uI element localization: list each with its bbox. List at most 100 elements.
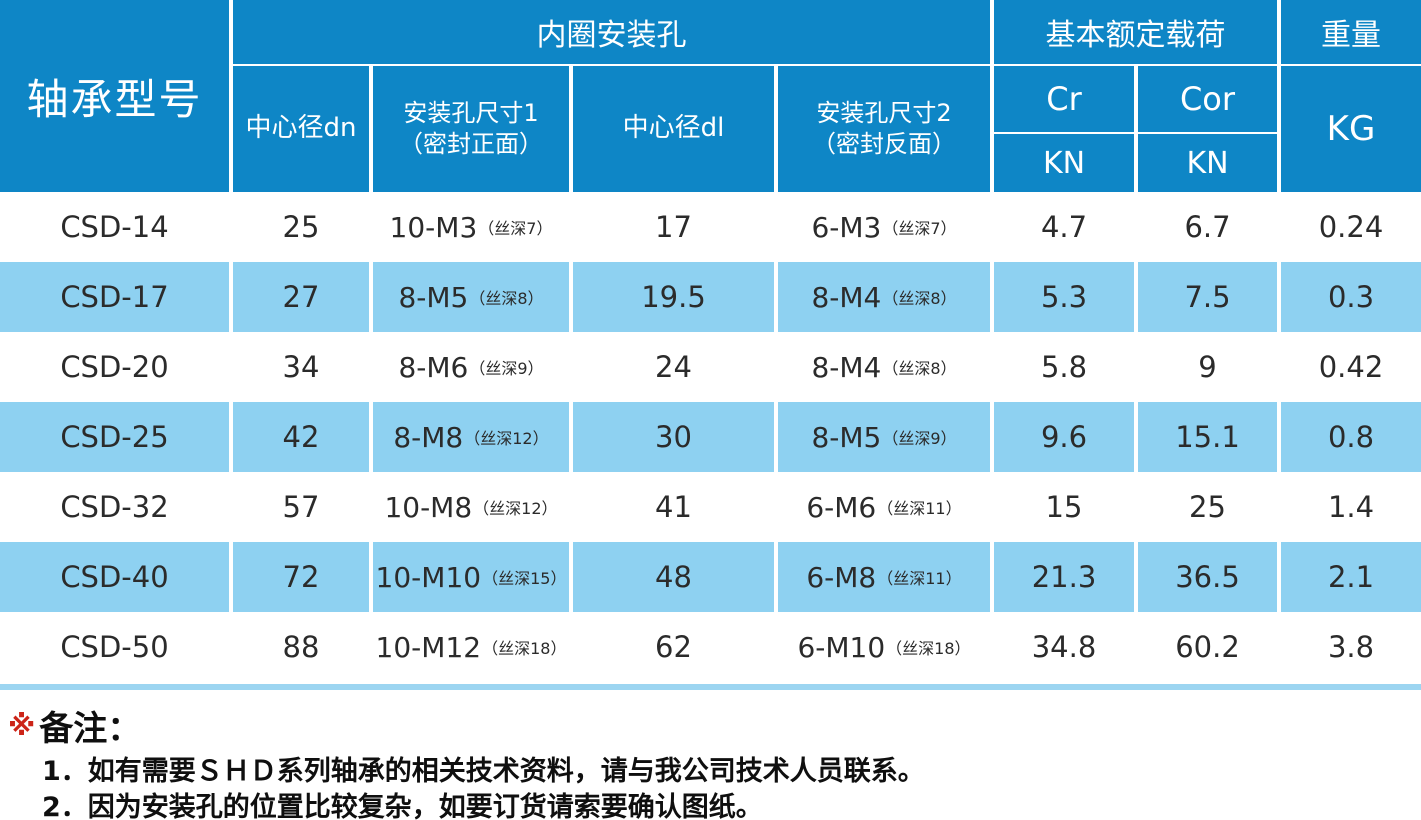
cell-hole-size1: 8-M5 （丝深8） bbox=[373, 262, 569, 332]
cell-hole-size1: 10-M10 （丝深15） bbox=[373, 542, 569, 612]
cell-hole-size2: 8-M5 （丝深9） bbox=[778, 402, 990, 472]
cell-center-dia-dl: 62 bbox=[655, 630, 692, 664]
cell-weight-kg: 1.4 bbox=[1327, 490, 1375, 524]
cell-cr-kn: 5.3 bbox=[994, 262, 1134, 332]
cell-center-dia-dn: 27 bbox=[233, 262, 369, 332]
table-bottom-divider bbox=[0, 684, 1421, 690]
hole-size1-value: 8-M8 bbox=[393, 420, 464, 454]
hole-size2-depth-note: （丝深18） bbox=[886, 639, 971, 658]
header-inner-ring-holes-label: 内圈安装孔 bbox=[233, 0, 990, 64]
hole-size1-value: 10-M10 bbox=[375, 560, 482, 594]
cell-cr-kn: 15 bbox=[1045, 490, 1083, 524]
header-hole-size2: 安装孔尺寸2 （密封反面） bbox=[778, 66, 990, 192]
header-group-weight: 重量 KG bbox=[1281, 0, 1421, 192]
hole-size1-depth-note: （丝深12） bbox=[464, 429, 549, 448]
cell-center-dia-dn: 25 bbox=[282, 210, 320, 244]
cell-center-dia-dn: 42 bbox=[233, 402, 369, 472]
header-bearing-model: 轴承型号 bbox=[0, 0, 229, 192]
hole-size2-depth-note: （丝深7） bbox=[882, 219, 957, 238]
cell-center-dia-dl: 17 bbox=[655, 210, 692, 244]
header-center-dia-dl: 中心径dl bbox=[573, 66, 774, 192]
cell-model: CSD-20 bbox=[60, 350, 169, 384]
table-body: CSD-14 25 10-M3 （丝深7） 17 6-M3 （丝深7） 4.7 … bbox=[0, 192, 1421, 682]
hole-size1-depth-note: （丝深12） bbox=[473, 499, 558, 518]
header-cor-label: Cor bbox=[1138, 66, 1277, 132]
cell-cr-kn: 4.7 bbox=[1040, 210, 1088, 244]
cell-cr-kn: 34.8 bbox=[1031, 630, 1097, 664]
hole-size1-depth-note: （丝深8） bbox=[469, 289, 544, 308]
hole-size2-value: 6-M6 bbox=[806, 490, 877, 524]
cell-hole-size2: 6-M6 （丝深11） bbox=[778, 472, 990, 542]
header-hole-size1: 安装孔尺寸1 （密封正面） bbox=[373, 66, 569, 192]
hole-size1-depth-note: （丝深18） bbox=[482, 639, 567, 658]
notes-section: ※ 备注： 1．如有需要ＳＨＤ系列轴承的相关技术资料，请与我公司技术人员联系。 … bbox=[0, 690, 1421, 820]
cell-center-dia-dl: 41 bbox=[655, 490, 692, 524]
header-hole-size2-line2: （密封反面） bbox=[812, 130, 956, 158]
cell-hole-size1: 10-M12 （丝深18） bbox=[373, 612, 569, 682]
cell-hole-size2: 6-M8 （丝深11） bbox=[778, 542, 990, 612]
cell-center-dia-dn: 34 bbox=[282, 350, 320, 384]
note-item-1: 1．如有需要ＳＨＤ系列轴承的相关技术资料，请与我公司技术人员联系。 bbox=[42, 756, 925, 787]
hole-size2-value: 6-M8 bbox=[806, 560, 877, 594]
cell-model: CSD-25 bbox=[0, 402, 229, 472]
reference-mark: ※ bbox=[8, 708, 36, 742]
hole-size1-depth-note: （丝深15） bbox=[482, 569, 567, 588]
cell-center-dia-dl: 30 bbox=[573, 402, 774, 472]
table-header: 轴承型号 内圈安装孔 中心径dn 安装孔尺寸1 （密封正面） 中心径dl 安装孔… bbox=[0, 0, 1421, 192]
header-rated-load-label: 基本额定载荷 bbox=[994, 0, 1277, 64]
header-weight-unit: KG bbox=[1281, 66, 1421, 192]
cell-hole-size1: 10-M8 （丝深12） bbox=[373, 472, 569, 542]
notes-title-text: 备注： bbox=[39, 708, 142, 749]
table-row: CSD-17 27 8-M5 （丝深8） 19.5 8-M4 （丝深8） 5.3… bbox=[0, 262, 1421, 332]
notes-list: 1．如有需要ＳＨＤ系列轴承的相关技术资料，请与我公司技术人员联系。 2．因为安装… bbox=[8, 754, 1411, 820]
cell-weight-kg: 3.8 bbox=[1327, 630, 1375, 664]
table-row: CSD-32 57 10-M8 （丝深12） 41 6-M6 （丝深11） 15… bbox=[0, 472, 1421, 542]
cell-model: CSD-50 bbox=[60, 630, 169, 664]
cell-cr-kn: 21.3 bbox=[994, 542, 1134, 612]
cell-cor-kn: 7.5 bbox=[1138, 262, 1277, 332]
header-hole-size1-line2: （密封正面） bbox=[399, 130, 543, 158]
hole-size2-value: 8-M4 bbox=[811, 350, 882, 384]
cell-hole-size1: 8-M6 （丝深9） bbox=[373, 332, 569, 402]
cell-weight-kg: 0.3 bbox=[1281, 262, 1421, 332]
header-cor-column: Cor KN bbox=[1138, 66, 1277, 192]
table-row: CSD-50 88 10-M12 （丝深18） 62 6-M10 （丝深18） … bbox=[0, 612, 1421, 682]
cell-cr-kn: 5.8 bbox=[1040, 350, 1088, 384]
cell-model: CSD-40 bbox=[0, 542, 229, 612]
header-cr-column: Cr KN bbox=[994, 66, 1134, 192]
cell-cor-kn: 36.5 bbox=[1138, 542, 1277, 612]
header-cor-unit: KN bbox=[1138, 134, 1277, 192]
hole-size2-value: 6-M3 bbox=[811, 210, 882, 244]
header-weight-label: 重量 bbox=[1281, 0, 1421, 64]
cell-center-dia-dl: 48 bbox=[573, 542, 774, 612]
table-row: CSD-25 42 8-M8 （丝深12） 30 8-M5 （丝深9） 9.6 … bbox=[0, 402, 1421, 472]
hole-size2-value: 8-M4 bbox=[811, 280, 882, 314]
cell-model: CSD-32 bbox=[60, 490, 169, 524]
cell-weight-kg: 2.1 bbox=[1281, 542, 1421, 612]
hole-size1-value: 10-M12 bbox=[375, 630, 482, 664]
cell-center-dia-dn: 72 bbox=[233, 542, 369, 612]
cell-cr-kn: 9.6 bbox=[994, 402, 1134, 472]
hole-size2-depth-note: （丝深8） bbox=[882, 359, 957, 378]
hole-size1-depth-note: （丝深9） bbox=[469, 359, 544, 378]
header-hole-size2-line1: 安装孔尺寸2 bbox=[816, 98, 952, 127]
cell-center-dia-dl: 19.5 bbox=[573, 262, 774, 332]
header-inner-subrow: 中心径dn 安装孔尺寸1 （密封正面） 中心径dl 安装孔尺寸2 （密封反面） bbox=[233, 66, 990, 192]
cell-model: CSD-17 bbox=[0, 262, 229, 332]
hole-size1-value: 10-M3 bbox=[389, 210, 478, 244]
cell-weight-kg: 0.24 bbox=[1318, 210, 1384, 244]
hole-size2-value: 8-M5 bbox=[811, 420, 882, 454]
cell-hole-size2: 8-M4 （丝深8） bbox=[778, 332, 990, 402]
notes-title: ※ 备注： bbox=[8, 700, 1411, 750]
cell-cor-kn: 15.1 bbox=[1138, 402, 1277, 472]
cell-model: CSD-14 bbox=[60, 210, 169, 244]
cell-weight-kg: 0.42 bbox=[1318, 350, 1384, 384]
hole-size1-value: 8-M6 bbox=[398, 350, 469, 384]
cell-hole-size2: 6-M3 （丝深7） bbox=[778, 192, 990, 262]
header-group-rated-load: 基本额定载荷 Cr KN Cor KN bbox=[994, 0, 1277, 192]
cell-cor-kn: 60.2 bbox=[1175, 630, 1240, 664]
cell-hole-size1: 8-M8 （丝深12） bbox=[373, 402, 569, 472]
cell-cor-kn: 6.7 bbox=[1184, 210, 1231, 244]
hole-size1-depth-note: （丝深7） bbox=[478, 219, 553, 238]
